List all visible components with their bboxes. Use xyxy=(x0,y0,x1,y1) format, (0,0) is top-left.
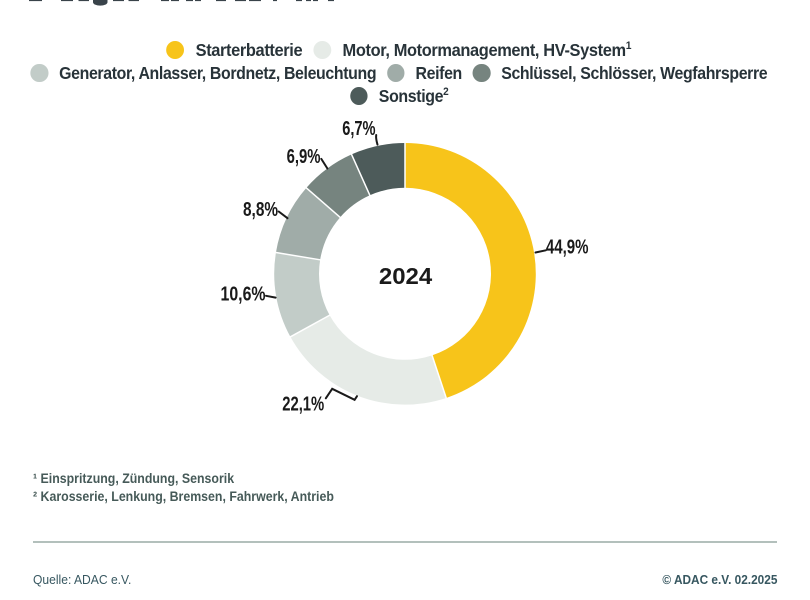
svg-text:22,1%: 22,1% xyxy=(282,392,324,415)
svg-text:6,7%: 6,7% xyxy=(342,117,376,140)
svg-text:2024: 2024 xyxy=(379,264,433,290)
svg-text:10,6%: 10,6% xyxy=(221,281,266,304)
svg-text:8,8%: 8,8% xyxy=(243,198,278,221)
svg-text:44,9%: 44,9% xyxy=(546,235,589,258)
svg-text:6,9%: 6,9% xyxy=(287,145,321,168)
